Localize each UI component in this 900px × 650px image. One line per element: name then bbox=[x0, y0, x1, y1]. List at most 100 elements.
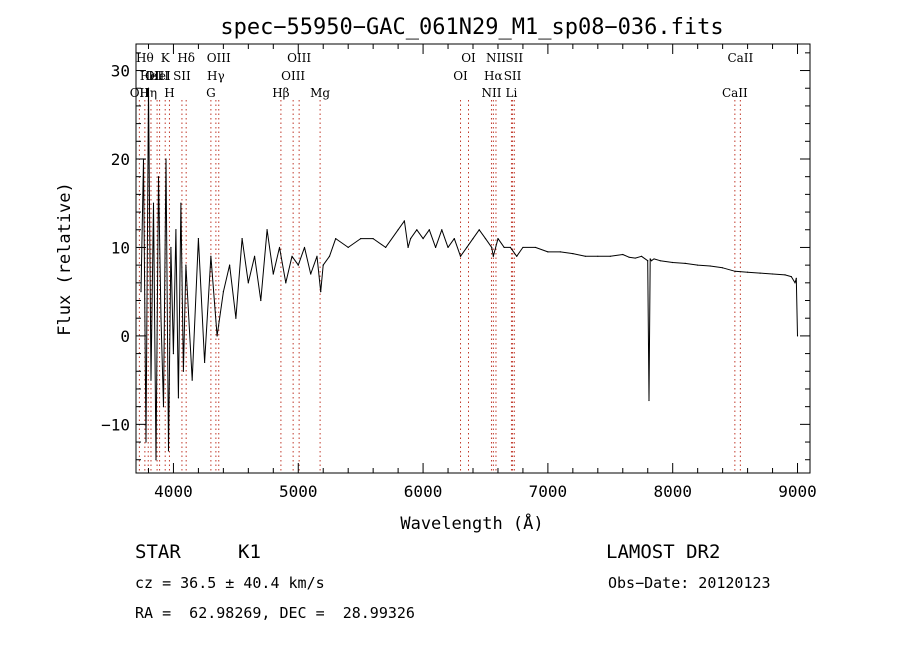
spectrum-point bbox=[509, 246, 512, 249]
x-axis-label: Wavelength (Å) bbox=[400, 512, 543, 534]
line-marker-label: Mg bbox=[310, 86, 330, 100]
spectrum-point bbox=[260, 299, 262, 302]
spectrum-point bbox=[659, 260, 661, 262]
spectrum-point bbox=[360, 237, 362, 240]
plot-frame bbox=[135, 43, 811, 474]
line-marker-label: HeI bbox=[140, 69, 163, 83]
line-marker-label: H bbox=[164, 86, 174, 100]
spectrum-point bbox=[175, 229, 177, 231]
x-tick-label: 9000 bbox=[778, 482, 817, 501]
spectrum-point bbox=[372, 237, 374, 240]
spectrum-point bbox=[407, 246, 409, 249]
y-tick-label: 20 bbox=[111, 150, 130, 169]
line-marker-label: K bbox=[161, 51, 171, 65]
line-marker-label: Li bbox=[506, 86, 518, 100]
line-marker-label: SII bbox=[504, 69, 522, 83]
spectrum-point bbox=[210, 255, 212, 257]
spectrum-point bbox=[734, 270, 736, 272]
line-marker-label: OII bbox=[130, 86, 150, 100]
line-marker-label: OIII bbox=[287, 51, 311, 65]
spectrum-point bbox=[310, 273, 312, 275]
line-marker-label: Hγ bbox=[207, 69, 225, 83]
spectrum-point bbox=[653, 258, 655, 260]
spectrum-point bbox=[492, 255, 494, 257]
spectrum-point bbox=[771, 273, 774, 275]
subclass: K1 bbox=[238, 541, 261, 563]
spectrum-point bbox=[647, 260, 649, 262]
line-marker-label: HeI bbox=[148, 69, 171, 83]
spectrum-point bbox=[559, 251, 561, 253]
obs-date: Obs−Date: 20120123 bbox=[608, 574, 771, 592]
spectrum-point bbox=[697, 264, 699, 266]
spectrum-point bbox=[403, 220, 405, 222]
line-marker-label: SII bbox=[173, 69, 191, 83]
spectrum-point bbox=[746, 271, 749, 273]
x-tick-label: 5000 bbox=[279, 482, 318, 501]
spectrum-point bbox=[253, 255, 256, 257]
spectrum-point bbox=[622, 253, 624, 256]
axes: 4000 5000 6000 7000 8000 9000 −10 0 10 20 30 bbox=[101, 43, 817, 501]
spectrum-point bbox=[628, 256, 630, 258]
y-tick-label: 30 bbox=[111, 62, 130, 81]
y-tick-label: −10 bbox=[101, 415, 130, 434]
spectrum-point bbox=[328, 255, 331, 257]
spectrum-point bbox=[672, 261, 674, 264]
spectrum-point bbox=[709, 265, 711, 267]
spectrum-point bbox=[316, 255, 318, 257]
spectrum-point bbox=[235, 317, 237, 319]
spectrum-point bbox=[229, 264, 231, 266]
spectrum-point bbox=[180, 202, 182, 204]
spectrum-point bbox=[441, 229, 443, 231]
spectrum-point bbox=[649, 258, 651, 260]
spectrum-point bbox=[491, 246, 493, 249]
object-class: STAR bbox=[135, 541, 181, 563]
spectrum-point bbox=[597, 255, 599, 257]
spectrum-point bbox=[522, 246, 524, 249]
spectrum-point bbox=[472, 237, 474, 240]
line-marker-label: OIII bbox=[145, 69, 169, 83]
spectrum-point bbox=[222, 291, 224, 293]
chart-title: spec−55950−GAC_061N29_M1_sp08−036.fits bbox=[220, 15, 723, 40]
spectrum-point bbox=[794, 282, 796, 284]
spectrum-point bbox=[397, 229, 399, 231]
y-tick-label: 0 bbox=[120, 327, 130, 346]
spectrum-point bbox=[297, 264, 299, 266]
spectrum-point bbox=[140, 291, 142, 293]
spectrum-point bbox=[416, 229, 418, 231]
x-tick-label: 7000 bbox=[529, 482, 568, 501]
spectrum-point bbox=[285, 282, 287, 284]
spectrum-point bbox=[266, 229, 268, 231]
spectrum-point bbox=[784, 274, 786, 276]
spectrum-point bbox=[165, 158, 167, 160]
line-marker-label: SII bbox=[505, 51, 523, 65]
spectrum-point bbox=[534, 246, 537, 249]
line-markers: HθHηHeIOIIOIIIHeIKHSIIHδGHγOIIIHβOIIIOII… bbox=[130, 51, 754, 473]
spectrum-point bbox=[648, 399, 650, 402]
redshift-text: cz = 36.5 ± 40.4 km/s bbox=[135, 574, 325, 592]
spectrum-point bbox=[722, 267, 724, 269]
line-marker-label: Hδ bbox=[177, 51, 195, 65]
spectrum-point bbox=[434, 246, 437, 249]
spectrum-point bbox=[796, 335, 799, 337]
line-marker-label: CaII bbox=[727, 51, 753, 65]
line-marker-label: CaII bbox=[722, 86, 748, 100]
spectrum-point bbox=[466, 246, 468, 249]
spectrum-point bbox=[503, 246, 505, 249]
spectrum-point bbox=[247, 282, 249, 284]
spectrum-point bbox=[453, 237, 455, 240]
spectrum-point bbox=[422, 237, 424, 240]
spectrum-point bbox=[385, 246, 387, 249]
spectrum-point bbox=[197, 237, 200, 240]
spectrum-point bbox=[145, 441, 147, 443]
series-layer bbox=[140, 87, 799, 461]
spectrum-point bbox=[547, 251, 549, 253]
line-marker-label: G bbox=[206, 86, 216, 100]
spectrum-point bbox=[684, 262, 686, 264]
spectrum-line bbox=[140, 87, 798, 461]
spectrum-point bbox=[191, 379, 193, 381]
spectrum-point bbox=[478, 229, 480, 231]
spectrum-point bbox=[303, 246, 306, 249]
spectrum-point bbox=[150, 379, 152, 381]
spectrum-point bbox=[497, 237, 499, 240]
